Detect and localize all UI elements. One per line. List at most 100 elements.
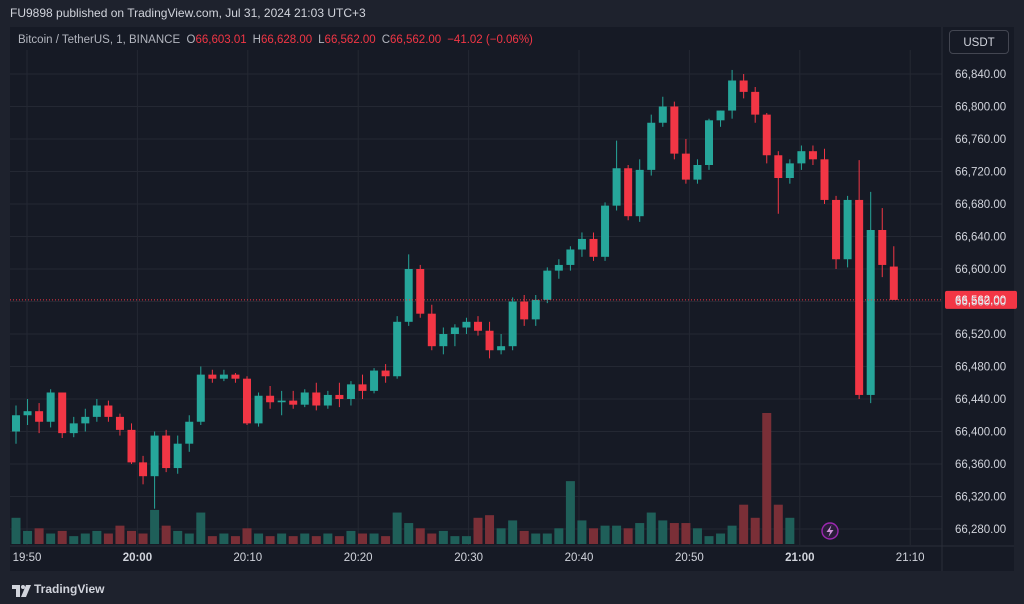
candle[interactable] — [416, 264, 425, 318]
time-axis[interactable]: 19:50 20:00 20:10 20:20 20:30 20:40 20:50 21:00… — [13, 552, 925, 564]
candle[interactable] — [231, 373, 240, 383]
candle[interactable] — [508, 297, 517, 351]
candle[interactable] — [139, 455, 148, 485]
symbol-label[interactable]: Bitcoin / TetherUS, 1, BINANCE — [18, 34, 181, 46]
candle[interactable] — [647, 114, 656, 176]
candle[interactable] — [681, 139, 690, 184]
candle[interactable] — [115, 413, 124, 436]
candle[interactable] — [843, 195, 852, 268]
candle[interactable] — [820, 148, 829, 204]
candle-body — [554, 264, 563, 271]
candle[interactable] — [35, 403, 44, 434]
candle[interactable] — [219, 369, 228, 382]
candle[interactable] — [612, 140, 621, 211]
price-axis[interactable]: 66,840.00 66,800.00 66,760.00 66,720.00 66,6… — [955, 69, 1006, 536]
candle[interactable] — [300, 389, 309, 408]
candle[interactable] — [774, 151, 783, 214]
candle[interactable] — [358, 374, 367, 399]
candle[interactable] — [832, 195, 841, 269]
candle[interactable] — [127, 423, 136, 464]
candle[interactable] — [739, 74, 748, 99]
candle[interactable] — [520, 295, 529, 326]
candle[interactable] — [577, 232, 586, 257]
candle[interactable] — [92, 399, 101, 422]
candle[interactable] — [81, 408, 90, 432]
candle-body — [416, 269, 425, 314]
candle[interactable] — [312, 382, 321, 411]
candle[interactable] — [728, 69, 737, 119]
candle[interactable] — [439, 327, 448, 355]
candle[interactable] — [12, 405, 20, 444]
candle[interactable] — [381, 364, 390, 383]
candle[interactable] — [878, 208, 887, 278]
candle[interactable] — [335, 382, 344, 408]
candle[interactable] — [497, 334, 506, 355]
candle[interactable] — [601, 202, 610, 261]
candle[interactable] — [785, 159, 794, 184]
candle[interactable] — [58, 392, 67, 439]
candle[interactable] — [589, 232, 598, 261]
chart-panel[interactable] — [10, 27, 1014, 571]
volume-bar — [219, 533, 229, 544]
candle[interactable] — [635, 159, 644, 222]
candle[interactable] — [797, 145, 806, 170]
time-tick-label: 20:10 — [233, 552, 262, 564]
candle[interactable] — [705, 118, 713, 170]
volume-bar — [519, 530, 529, 544]
candle[interactable] — [462, 317, 471, 334]
volume-bar — [704, 536, 714, 544]
candle-body — [670, 106, 679, 154]
candle[interactable] — [162, 429, 171, 473]
currency-button[interactable]: USDT — [949, 30, 1009, 54]
candle[interactable] — [427, 304, 436, 351]
candle[interactable] — [566, 246, 575, 271]
candle[interactable] — [208, 369, 217, 383]
candle[interactable] — [346, 381, 355, 406]
candle[interactable] — [289, 390, 298, 409]
candle[interactable] — [150, 431, 159, 509]
candle[interactable] — [554, 259, 563, 279]
candle[interactable] — [485, 321, 494, 359]
candle[interactable] — [762, 113, 771, 164]
candle[interactable] — [243, 376, 251, 425]
candle[interactable] — [751, 87, 760, 123]
candle[interactable] — [693, 159, 702, 184]
last-price-badge — [945, 290, 1017, 309]
candle-body — [474, 321, 482, 331]
candle[interactable] — [670, 101, 679, 160]
candle[interactable] — [855, 160, 864, 399]
candle[interactable] — [889, 246, 898, 300]
ohlc-legend: Bitcoin / TetherUS, 1, BINANCE O66,603.0… — [18, 34, 533, 46]
candle[interactable] — [277, 390, 286, 416]
candle[interactable] — [808, 145, 817, 166]
candle[interactable] — [46, 389, 55, 428]
candle[interactable] — [104, 400, 113, 422]
candle[interactable] — [185, 415, 194, 452]
footer: TradingView — [0, 578, 1024, 604]
candle[interactable] — [266, 386, 275, 409]
candle[interactable] — [23, 399, 32, 425]
volume-bar — [542, 533, 552, 544]
candle[interactable] — [323, 390, 332, 409]
time-tick-label: 21:00 — [785, 552, 814, 564]
candle[interactable] — [716, 110, 725, 127]
candle[interactable] — [370, 368, 379, 394]
candle[interactable] — [866, 191, 875, 404]
candle[interactable] — [624, 165, 633, 221]
candle[interactable] — [450, 324, 459, 347]
candle[interactable] — [196, 366, 205, 426]
candles[interactable] — [12, 69, 898, 509]
candle-body — [173, 443, 182, 469]
candle[interactable] — [658, 96, 667, 127]
candle[interactable] — [404, 254, 413, 326]
footer-brand[interactable]: TradingView — [34, 582, 105, 596]
candle[interactable] — [393, 316, 402, 379]
candle[interactable] — [69, 416, 78, 438]
alert-lightning-icon[interactable] — [821, 522, 839, 540]
candle[interactable] — [173, 435, 182, 474]
candle-body — [520, 301, 529, 320]
candle[interactable] — [474, 316, 482, 336]
candle[interactable] — [543, 267, 552, 304]
candle[interactable] — [254, 392, 263, 427]
